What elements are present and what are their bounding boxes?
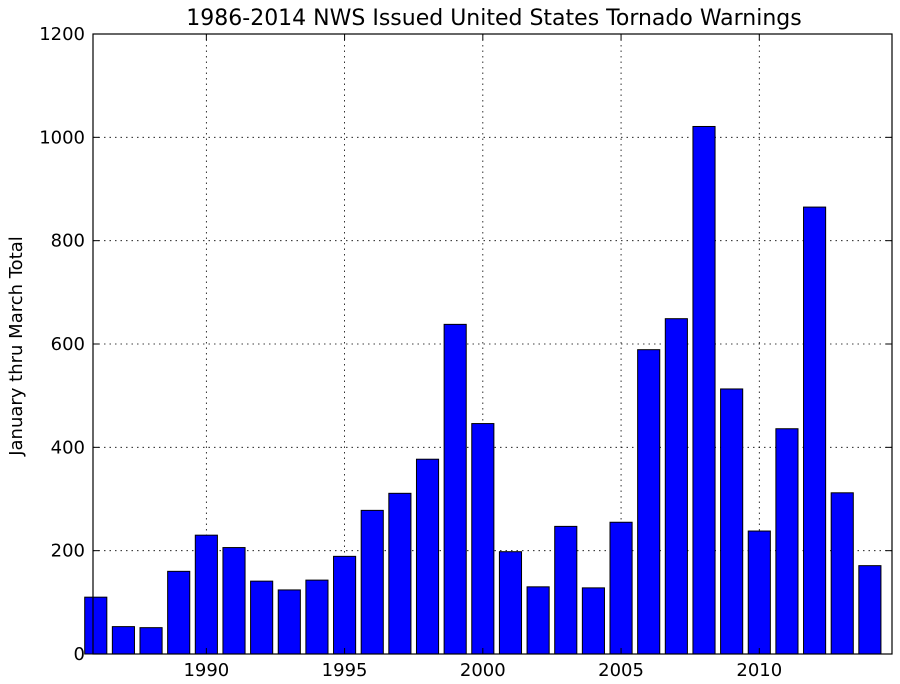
bar xyxy=(250,580,274,655)
bar xyxy=(333,555,357,655)
bar xyxy=(194,534,218,655)
x-tick-label: 1990 xyxy=(183,660,229,681)
y-tick-label: 800 xyxy=(51,231,85,252)
bar xyxy=(858,565,882,655)
bars xyxy=(84,125,882,655)
bar xyxy=(167,570,191,655)
bar xyxy=(747,530,771,655)
y-axis-label: January thru March Total xyxy=(6,236,27,457)
bar xyxy=(554,525,578,655)
x-tick-label: 2005 xyxy=(598,660,644,681)
bar xyxy=(222,547,246,655)
bar xyxy=(609,521,633,655)
bar xyxy=(720,388,744,655)
bar xyxy=(581,587,605,655)
bar xyxy=(111,626,135,655)
y-tick-label: 0 xyxy=(74,644,85,665)
chart-title: 1986-2014 NWS Issued United States Torna… xyxy=(186,6,801,31)
bar xyxy=(388,492,412,655)
bar xyxy=(664,318,688,655)
bar xyxy=(443,323,467,655)
y-tick-label: 1200 xyxy=(39,24,85,45)
bar xyxy=(139,627,163,655)
bar xyxy=(277,589,301,655)
x-tick-label: 2010 xyxy=(736,660,782,681)
bar xyxy=(84,596,108,655)
y-tick-label: 400 xyxy=(51,437,85,458)
y-tick-label: 1000 xyxy=(39,127,85,148)
x-tick-label: 2000 xyxy=(460,660,506,681)
bar xyxy=(305,579,329,655)
bar xyxy=(415,458,440,655)
bar xyxy=(637,349,661,655)
bar xyxy=(526,586,550,655)
bar xyxy=(360,509,384,655)
bar xyxy=(471,423,495,655)
bar xyxy=(830,492,854,655)
bar xyxy=(498,551,523,655)
bar xyxy=(775,428,799,655)
y-tick-label: 200 xyxy=(51,541,85,562)
bar xyxy=(803,206,827,655)
x-tick-label: 1995 xyxy=(322,660,368,681)
bar xyxy=(692,125,716,655)
ticks: 0 200 400 600 800 1000 1200 1990 1995 2000 2005 201… xyxy=(39,24,892,681)
y-tick-label: 600 xyxy=(51,334,85,355)
